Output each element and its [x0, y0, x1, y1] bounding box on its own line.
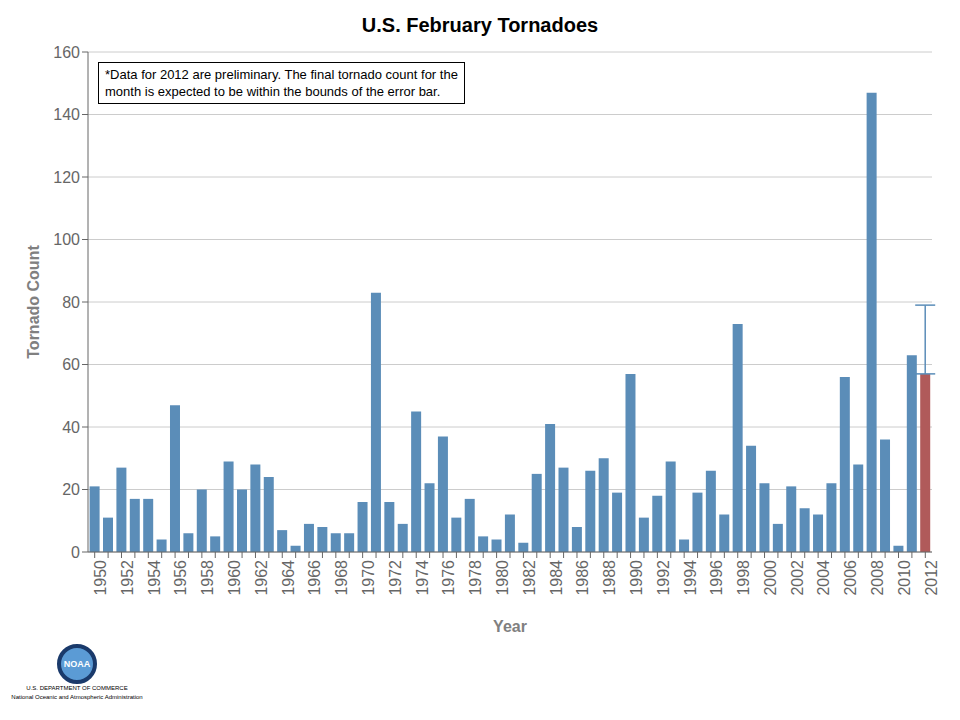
svg-text:2006: 2006 [842, 560, 859, 596]
svg-text:1988: 1988 [601, 560, 618, 596]
svg-text:1984: 1984 [548, 560, 565, 596]
svg-text:120: 120 [53, 169, 80, 186]
svg-text:1952: 1952 [119, 560, 136, 596]
svg-text:160: 160 [53, 44, 80, 61]
svg-text:Tornado Count: Tornado Count [25, 245, 42, 359]
svg-text:1978: 1978 [467, 560, 484, 596]
svg-text:60: 60 [62, 356, 80, 373]
svg-text:1972: 1972 [387, 560, 404, 596]
svg-text:1970: 1970 [360, 560, 377, 596]
svg-text:2010: 2010 [896, 560, 913, 596]
svg-text:1998: 1998 [735, 560, 752, 596]
html-text:month is expected to be within: month is expected to be within the bound… [105, 84, 441, 99]
svg-text:2000: 2000 [762, 560, 779, 596]
html-text:*Data for 2012 are preliminary: *Data for 2012 are preliminary. The fina… [105, 67, 458, 82]
svg-text:0: 0 [71, 544, 80, 561]
svg-text:140: 140 [53, 106, 80, 123]
svg-text:100: 100 [53, 231, 80, 248]
svg-text:1980: 1980 [494, 560, 511, 596]
svg-text:1956: 1956 [172, 560, 189, 596]
svg-text:1976: 1976 [440, 560, 457, 596]
svg-text:1960: 1960 [226, 560, 243, 596]
svg-text:2002: 2002 [789, 560, 806, 596]
svg-text:1968: 1968 [333, 560, 350, 596]
html-text:U.S. DEPARTMENT OF COMMERCE: U.S. DEPARTMENT OF COMMERCE [26, 685, 128, 691]
svg-text:1982: 1982 [521, 560, 538, 596]
svg-text:2008: 2008 [869, 560, 886, 596]
svg-text:1996: 1996 [708, 560, 725, 596]
svg-text:80: 80 [62, 294, 80, 311]
svg-text:1992: 1992 [655, 560, 672, 596]
svg-text:1990: 1990 [628, 560, 645, 596]
svg-text:40: 40 [62, 419, 80, 436]
svg-text:1964: 1964 [280, 560, 297, 596]
html-text:U.S. February Tornadoes: U.S. February Tornadoes [361, 14, 599, 36]
svg-text:Year: Year [493, 618, 527, 635]
svg-text:20: 20 [62, 481, 80, 498]
svg-text:1986: 1986 [574, 560, 591, 596]
html-text:National Oceanic and Atmospher: National Oceanic and Atmospheric Adminis… [11, 694, 143, 700]
svg-text:1966: 1966 [306, 560, 323, 596]
svg-text:2004: 2004 [815, 560, 832, 596]
svg-text:1994: 1994 [682, 560, 699, 596]
svg-text:2012: 2012 [923, 560, 940, 596]
svg-text:1962: 1962 [253, 560, 270, 596]
svg-text:1974: 1974 [414, 560, 431, 596]
svg-text:1958: 1958 [199, 560, 216, 596]
html-text:NOAA: NOAA [63, 659, 91, 669]
svg-text:1950: 1950 [92, 560, 109, 596]
svg-text:1954: 1954 [146, 560, 163, 596]
